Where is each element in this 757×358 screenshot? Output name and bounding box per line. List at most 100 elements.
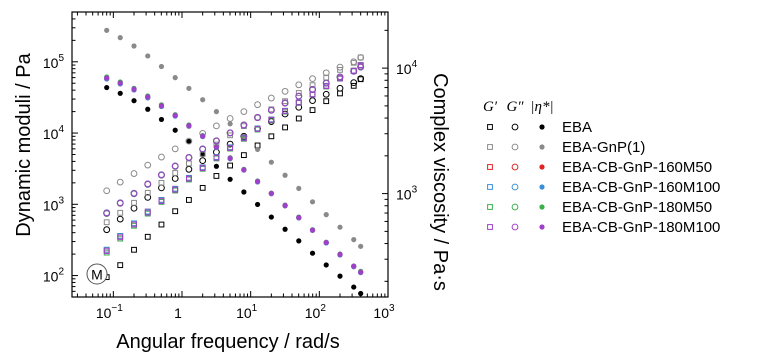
y-tick-label: 103	[43, 195, 65, 213]
legend-marker-gprime	[487, 224, 493, 230]
storage-modulus-point	[131, 199, 137, 206]
badge-letter: M	[91, 267, 103, 283]
viscosity-point	[186, 85, 192, 91]
viscosity-point	[323, 239, 329, 246]
legend-header: G″	[506, 99, 524, 115]
viscosity-point	[131, 86, 137, 92]
viscosity-point	[309, 250, 316, 256]
corner-badge: M	[86, 263, 108, 285]
storage-modulus-point	[117, 262, 124, 269]
viscosity-point	[145, 106, 151, 112]
legend: G′ G″ |η*| EBA EBA-GnP(1) EBA-CB-GnP-160M50 EB…	[483, 99, 720, 236]
storage-modulus-point	[172, 170, 179, 176]
legend-marker-gdouble	[511, 143, 519, 151]
loss-modulus-point	[240, 108, 248, 116]
storage-modulus-point	[213, 173, 220, 179]
viscosity-point	[241, 167, 247, 173]
legend-label: EBA-CB-GnP-160M100	[562, 179, 720, 196]
legend-marker-gdouble	[511, 163, 519, 171]
loss-modulus-point	[350, 79, 358, 87]
loss-modulus-point	[226, 129, 234, 137]
storage-modulus-point	[103, 248, 110, 255]
viscosity-point	[186, 138, 192, 145]
loss-modulus-point	[295, 81, 303, 89]
loss-modulus-point	[295, 92, 303, 100]
loss-modulus-point	[199, 157, 207, 165]
legend-marker-gdouble	[511, 223, 519, 231]
x-axis-title: Angular frequency / rad/s	[116, 331, 339, 353]
storage-modulus-point	[254, 126, 261, 132]
loss-modulus-point	[130, 204, 138, 212]
loss-modulus-point	[322, 69, 330, 77]
viscosity-point	[337, 251, 343, 257]
viscosity-point	[309, 199, 316, 205]
loss-modulus-point	[185, 137, 193, 145]
legend-label: EBA-CB-GnP-180M50	[562, 199, 712, 216]
storage-modulus-point	[227, 162, 234, 169]
y-axis-title: Dynamic moduli / Pa	[13, 52, 35, 236]
legend-marker-eta	[539, 204, 545, 210]
storage-modulus-point	[309, 82, 316, 89]
x-tick-label: 103	[373, 303, 395, 321]
legend-marker-gprime	[487, 144, 493, 150]
legend-label: EBA-GnP(1)	[562, 139, 645, 156]
loss-modulus-point	[350, 58, 358, 66]
legend-marker-gdouble	[511, 183, 519, 191]
viscosity-point	[358, 290, 364, 297]
loss-modulus-point	[144, 180, 152, 188]
storage-modulus-point	[172, 186, 179, 193]
storage-modulus-point	[144, 209, 151, 216]
x-tick-label: 102	[305, 303, 327, 321]
storage-modulus-point	[158, 221, 165, 228]
viscosity-point	[296, 185, 302, 192]
loss-modulus-point	[240, 121, 248, 129]
storage-modulus-point	[357, 54, 364, 61]
viscosity-point	[358, 243, 364, 249]
viscosity-point	[309, 227, 316, 233]
viscosity-point	[104, 27, 110, 33]
loss-modulus-point	[103, 226, 111, 234]
loss-modulus-point	[309, 86, 316, 93]
legend-marker-eta	[539, 164, 545, 170]
viscosity-point	[323, 212, 329, 218]
viscosity-point	[282, 172, 288, 178]
storage-modulus-point	[199, 165, 206, 172]
viscosity-point	[158, 103, 165, 109]
legend-marker-eta	[539, 224, 545, 230]
viscosity-point	[200, 133, 206, 139]
loss-modulus-point	[281, 99, 289, 107]
loss-modulus-point	[254, 101, 261, 109]
loss-modulus-point	[199, 145, 207, 153]
legend-header: |η*|	[530, 99, 553, 115]
loss-modulus-point	[226, 115, 234, 122]
legend-header: G′	[483, 99, 498, 115]
viscosity-point	[254, 201, 261, 208]
loss-modulus-point	[322, 90, 330, 98]
storage-modulus-point	[282, 108, 288, 115]
x-tick-label: 101	[236, 303, 258, 321]
data-marks	[103, 27, 365, 297]
storage-modulus-point	[172, 208, 179, 215]
storage-modulus-point	[158, 179, 165, 186]
loss-modulus-point	[116, 178, 124, 186]
y-tick-label: 102	[43, 267, 65, 285]
y2-axis-title: Complex viscosity / Pa·s	[429, 73, 451, 291]
legend-label: EBA	[562, 119, 592, 136]
viscosity-point	[200, 151, 206, 158]
legend-marker-eta	[539, 184, 545, 190]
viscosity-point	[117, 35, 123, 41]
storage-modulus-point	[295, 115, 302, 122]
loss-modulus-point	[254, 114, 261, 121]
viscosity-point	[337, 273, 343, 279]
storage-modulus-point	[295, 90, 302, 96]
loss-modulus-point	[144, 161, 152, 169]
viscosity-point	[158, 116, 165, 123]
loss-modulus-point	[158, 184, 165, 192]
storage-modulus-point	[185, 197, 192, 203]
viscosity-point	[104, 75, 110, 81]
storage-modulus-point	[185, 175, 192, 182]
viscosity-point	[131, 98, 137, 104]
viscosity-point	[337, 224, 343, 230]
loss-modulus-point	[267, 94, 275, 102]
